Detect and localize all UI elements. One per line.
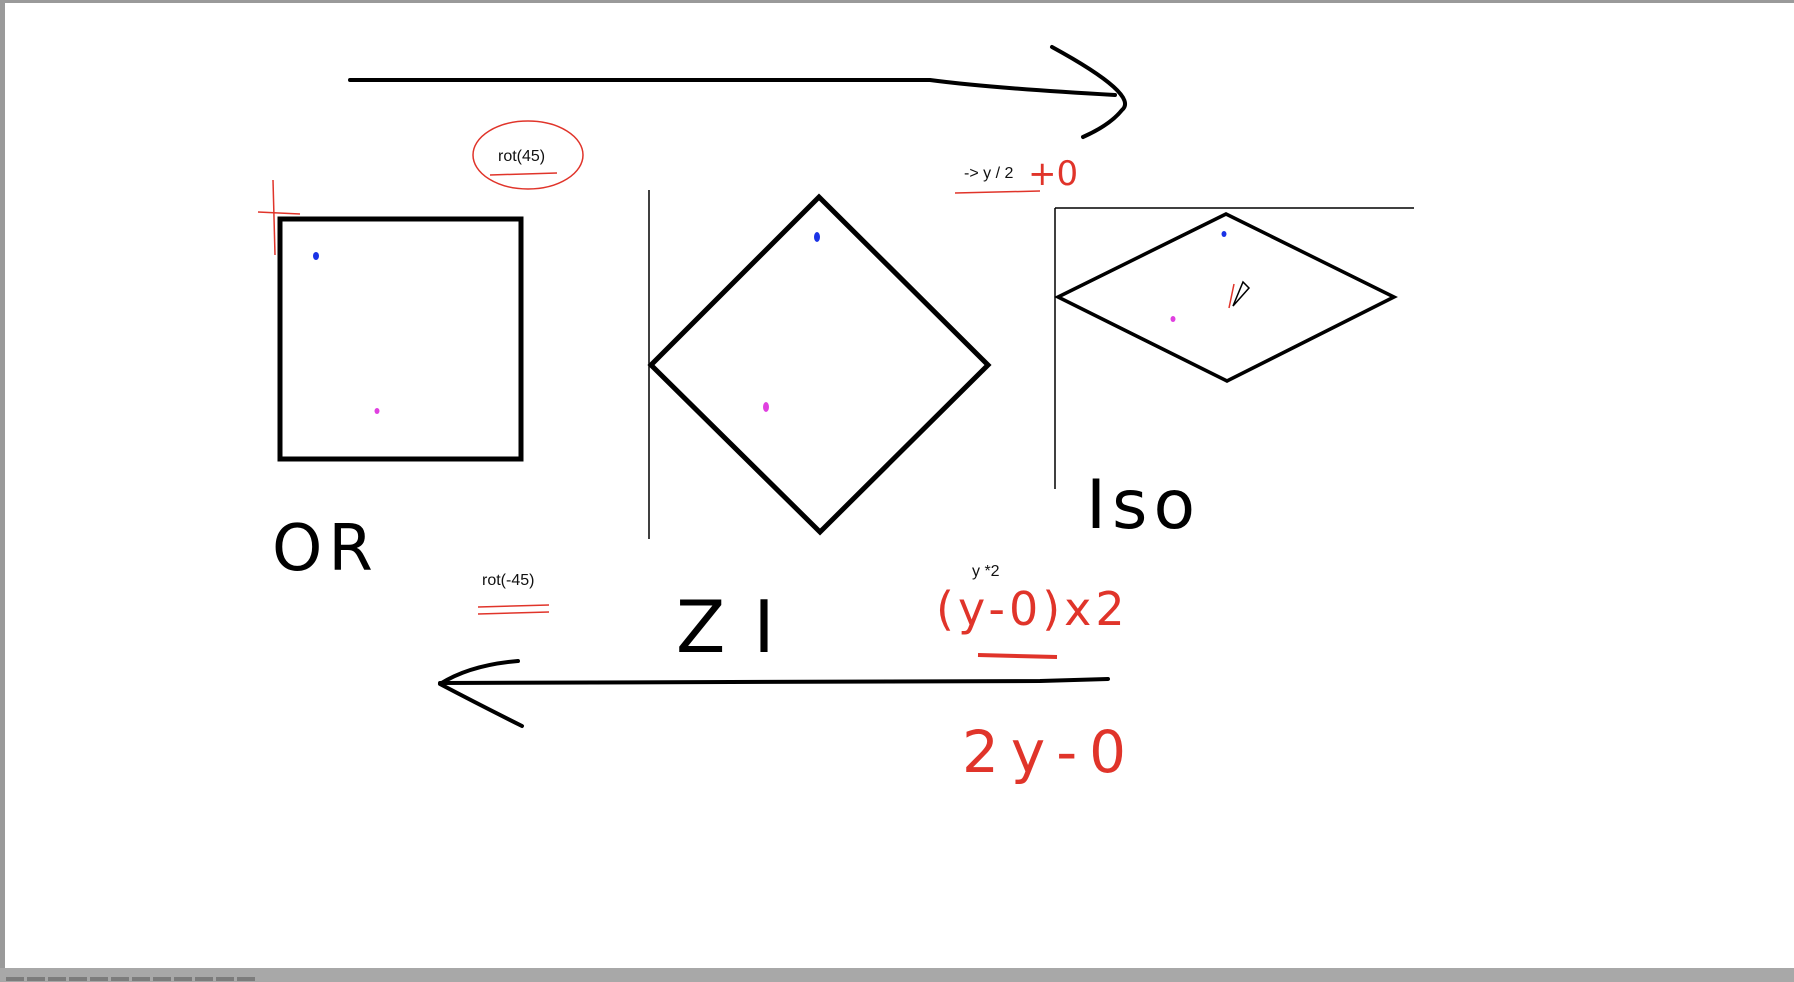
formula-underline xyxy=(977,653,1058,659)
rot-neg-underline-1 xyxy=(477,604,550,608)
ydiv-underline xyxy=(954,190,1041,194)
window-left-border xyxy=(0,0,5,982)
page-tab[interactable] xyxy=(69,977,87,981)
original-square xyxy=(277,216,524,462)
rot-neg-underline-2 xyxy=(477,611,550,615)
point-b-iso xyxy=(1170,316,1176,322)
y-mul-label: y *2 xyxy=(972,563,1000,580)
page-tab[interactable] xyxy=(174,977,192,981)
point-b-rotated xyxy=(763,402,769,412)
handwritten-iso: Iso xyxy=(1086,466,1202,545)
page-tab[interactable] xyxy=(27,977,45,981)
page-tabs[interactable] xyxy=(6,977,255,982)
point-a-iso xyxy=(1221,231,1227,237)
handwritten-or: OR xyxy=(272,512,379,586)
page-tab[interactable] xyxy=(132,977,150,981)
point-a-rotated xyxy=(814,232,820,242)
rot45-label: rot(45) xyxy=(498,148,546,165)
page-tab[interactable] xyxy=(90,977,108,981)
page-tab[interactable] xyxy=(48,977,66,981)
isometric-rhombus xyxy=(1054,212,1398,383)
window-top-border xyxy=(0,0,1794,3)
page-tab[interactable] xyxy=(216,977,234,981)
arrow-backward xyxy=(438,659,1110,728)
rot45-underline xyxy=(489,172,558,176)
page-tab[interactable] xyxy=(111,977,129,981)
rot45-circle xyxy=(472,120,584,190)
y-div-label: -> y / 2 xyxy=(964,165,1014,182)
rot-neg45-label: rot(-45) xyxy=(482,572,535,589)
point-b-original xyxy=(374,408,380,414)
page-tab[interactable] xyxy=(195,977,213,981)
arrow-forward xyxy=(348,45,1128,139)
page-tab[interactable] xyxy=(6,977,24,981)
handwritten-zi: ZI xyxy=(676,585,803,669)
pencil-cursor-icon xyxy=(1228,280,1251,309)
point-a-original xyxy=(313,252,319,260)
rotated-square xyxy=(647,193,992,536)
window-bottom-bar xyxy=(0,968,1794,982)
handwritten-result: 2y-0 xyxy=(962,718,1139,786)
origin-marker xyxy=(257,179,301,256)
page-tab[interactable] xyxy=(153,977,171,981)
page-tab[interactable] xyxy=(237,977,255,981)
handwritten-formula: (y-0)x2 xyxy=(936,582,1129,636)
handwritten-plus-zero: +0 xyxy=(1028,154,1079,194)
